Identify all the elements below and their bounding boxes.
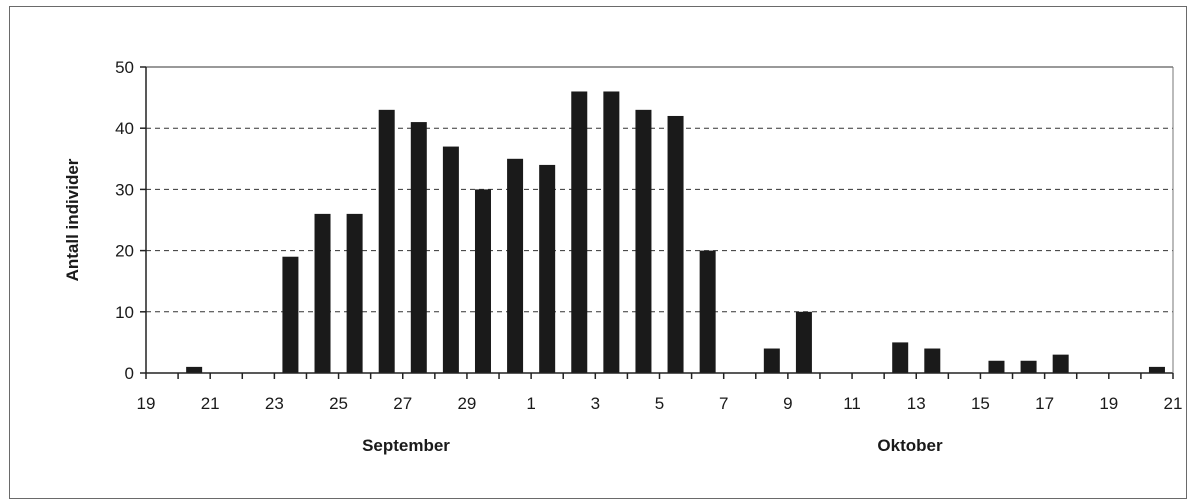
x-tick-label-2: 23 [265,394,284,413]
x-tick-label-5: 29 [457,394,476,413]
bar-25-5 [314,213,331,373]
x-tick-label-9: 7 [719,394,728,413]
x-tick-label-6: 1 [526,394,535,413]
bar-21-1 [186,366,203,373]
x-tick-label-0: 19 [137,394,156,413]
x-tick-labels: 19 21 23 25 27 29 1 3 5 7 9 11 13 15 17 19 21 [137,394,1183,413]
bar-30-10 [474,189,491,373]
x-tick-label-4: 27 [393,394,412,413]
bar-9-19 [763,348,780,373]
y-tick-label-30: 30 [115,180,134,199]
bar-7-17 [699,250,716,373]
chart-frame: 0 10 20 30 40 50 19 21 23 25 27 29 1 3 5 7 9 11 13 15 17 19 2… [9,6,1187,499]
bar-5-15 [635,109,652,373]
bar-17-27 [1020,360,1037,373]
x-tick-label-1: 21 [201,394,220,413]
bar-6-16 [667,115,684,374]
bar-26-6 [346,213,363,373]
y-tick-labels: 0 10 20 30 40 50 [115,58,134,383]
x-tick-label-15: 19 [1099,394,1118,413]
month-label-oktober: Oktober [877,436,943,455]
y-tick-label-20: 20 [115,242,134,261]
x-tick-label-11: 11 [843,394,861,413]
x-tick-label-7: 3 [591,394,600,413]
bar-18-28 [1052,354,1069,373]
y-tick-label-10: 10 [115,303,134,322]
bar-29-9 [442,146,459,373]
y-axis-title: Antall individer [63,158,82,281]
bar-3-13 [571,91,588,373]
bar-14-24 [924,348,941,373]
bar-2-12 [539,164,556,373]
bar-10-20 [795,311,812,373]
x-tick-label-3: 25 [329,394,348,413]
bars [186,91,1165,374]
x-tick-label-12: 13 [907,394,926,413]
bar-27-7 [378,109,395,373]
x-tick-label-14: 17 [1035,394,1054,413]
x-tick-label-10: 9 [783,394,792,413]
bar-21-31 [1148,366,1165,373]
y-tick-label-0: 0 [125,364,134,383]
month-label-september: September [362,436,450,455]
bar-16-26 [988,360,1005,373]
bar-1-11 [507,158,524,373]
bar-28-8 [410,122,427,373]
bar-13-23 [892,342,909,373]
x-tick-label-8: 5 [655,394,664,413]
x-tick-label-16: 21 [1164,394,1183,413]
y-tick-label-50: 50 [115,58,134,77]
x-tick-label-13: 15 [971,394,990,413]
gridlines [146,66,1173,313]
axes [140,66,1174,379]
y-tick-label-40: 40 [115,119,134,138]
bar-4-14 [603,91,620,373]
bar-24-4 [282,256,299,373]
